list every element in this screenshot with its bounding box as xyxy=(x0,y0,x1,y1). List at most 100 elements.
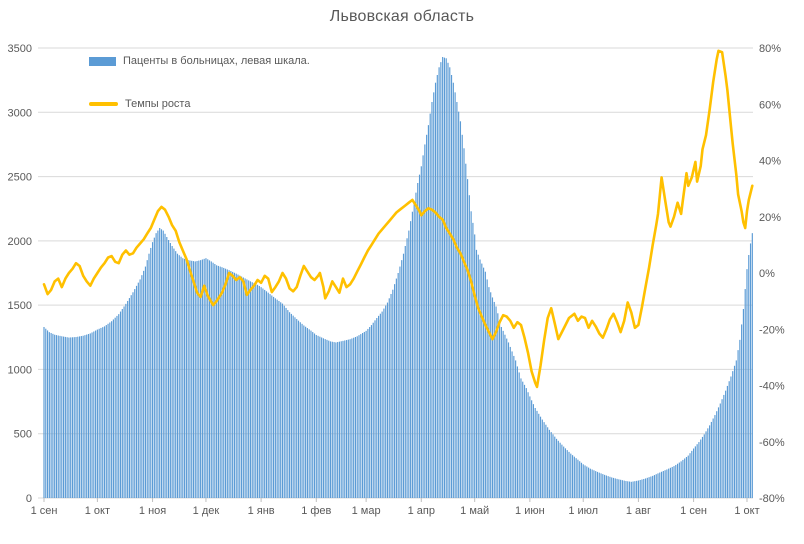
hospitalized-bar xyxy=(144,266,147,498)
hospitalized-bar xyxy=(296,319,298,498)
hospitalized-bar xyxy=(374,320,376,498)
hospitalized-bar xyxy=(212,262,214,498)
hospitalized-bar xyxy=(748,255,750,498)
hospitalized-bar xyxy=(580,462,583,498)
hospitalized-bar xyxy=(648,477,650,498)
hospitalized-bar xyxy=(287,310,289,498)
hospitalized-bar xyxy=(719,403,721,498)
hospitalized-bar xyxy=(111,321,113,498)
hospitalized-bar xyxy=(725,390,727,498)
hospitalized-bar xyxy=(264,289,266,498)
hospitalized-bar xyxy=(502,330,504,498)
left-axis-tick-label: 0 xyxy=(26,493,32,505)
hospitalized-bar xyxy=(55,335,58,498)
hospitalized-bar xyxy=(523,384,526,498)
hospitalized-bar xyxy=(426,134,428,499)
x-axis-tick-label: 1 фев xyxy=(301,505,331,517)
hospitalized-bar xyxy=(253,283,255,498)
hospitalized-bar xyxy=(472,222,474,499)
hospitalized-bar xyxy=(301,323,303,498)
hospitalized-bar xyxy=(411,211,413,498)
hospitalized-bar xyxy=(135,285,138,498)
x-axis-tick-label: 1 сен xyxy=(680,505,707,517)
hospitalized-bar xyxy=(529,396,531,498)
hospitalized-bar xyxy=(707,428,709,498)
hospitalized-bar xyxy=(349,339,351,498)
hospitalized-bar xyxy=(588,467,590,498)
hospitalized-bar xyxy=(328,340,330,498)
hospitalized-bar xyxy=(687,455,689,498)
hospitalized-bar xyxy=(103,326,106,498)
hospitalized-bar xyxy=(223,267,225,498)
growth-line xyxy=(42,49,754,389)
hospitalized-bar xyxy=(511,351,513,498)
hospitalized-bar xyxy=(70,337,72,498)
hospitalized-bar xyxy=(335,342,337,498)
hospitalized-bar xyxy=(331,341,333,498)
hospitalized-bar xyxy=(281,303,284,498)
hospitalized-bar xyxy=(217,265,219,498)
hospitalized-bar xyxy=(539,416,542,498)
hospitalized-bar xyxy=(210,261,212,498)
hospitalized-bar xyxy=(329,341,332,498)
hospitalized-bar xyxy=(379,313,381,498)
hospitalized-bar xyxy=(258,285,260,498)
hospitalized-bar xyxy=(153,237,155,498)
hospitalized-bar xyxy=(607,476,609,498)
right-axis-tick-label: 40% xyxy=(759,156,781,168)
hospitalized-bar xyxy=(248,280,250,498)
hospitalized-bar xyxy=(43,327,45,498)
hospitalized-bar xyxy=(148,253,150,498)
hospitalized-bar xyxy=(675,464,677,498)
hospitalized-bar xyxy=(114,317,116,498)
hospitalized-bar xyxy=(465,163,467,498)
hospitalized-bar xyxy=(714,415,716,498)
bar-series-swatch xyxy=(89,56,116,66)
hospitalized-bar xyxy=(500,327,502,498)
hospitalized-bar xyxy=(513,355,515,498)
hospitalized-bar xyxy=(87,334,90,498)
x-axis-tick-label: 1 сен xyxy=(31,505,58,517)
hospitalized-bar xyxy=(716,411,718,498)
hospitalized-bar xyxy=(625,481,627,498)
hospitalized-bar xyxy=(214,264,216,498)
hospitalized-bar xyxy=(207,259,209,498)
hospitalized-bar xyxy=(367,328,369,498)
hospitalized-bar xyxy=(160,229,163,499)
right-axis-tick-label: -40% xyxy=(759,381,785,393)
hospitalized-bar xyxy=(408,230,410,498)
hospitalized-bar xyxy=(233,272,236,498)
hospitalized-bar xyxy=(394,284,396,498)
hospitalized-bar xyxy=(456,102,458,498)
hospitalized-bar xyxy=(260,287,262,498)
hospitalized-bar xyxy=(668,468,670,498)
hospitalized-bar xyxy=(378,315,380,498)
hospitalized-bar xyxy=(52,333,54,498)
hospitalized-bar xyxy=(102,327,104,498)
hospitalized-bar xyxy=(404,246,406,498)
hospitalized-bar xyxy=(48,332,50,498)
hospitalized-bar xyxy=(552,434,554,498)
hospitalized-bar xyxy=(733,365,736,498)
hospitalized-bar xyxy=(285,307,287,498)
hospitalized-bar xyxy=(671,466,673,498)
hospitalized-bar xyxy=(422,155,424,499)
hospitalized-bar xyxy=(536,410,538,498)
hospitalized-bar xyxy=(527,392,529,498)
hospitalized-bar xyxy=(255,283,257,498)
right-axis-labels: 80% 60% 40% 20% 0% -20% -40% -60% -80% xyxy=(759,43,785,505)
hospitalized-bar xyxy=(515,360,517,498)
hospitalized-bar xyxy=(705,431,707,498)
hospitalized-bar xyxy=(632,481,634,498)
hospitalized-bar xyxy=(694,446,696,498)
hospitalized-bar xyxy=(538,413,540,498)
hospitalized-bar xyxy=(388,298,390,498)
hospitalized-bar xyxy=(294,317,296,498)
hospitalized-bar xyxy=(655,474,657,498)
hospitalized-bar xyxy=(689,453,691,498)
hospitalized-bar xyxy=(112,319,114,498)
hospitalized-bar xyxy=(499,320,501,498)
hospitalized-bar xyxy=(242,277,244,498)
hospitalized-bar xyxy=(290,313,292,498)
hospitalized-bar xyxy=(468,195,470,498)
